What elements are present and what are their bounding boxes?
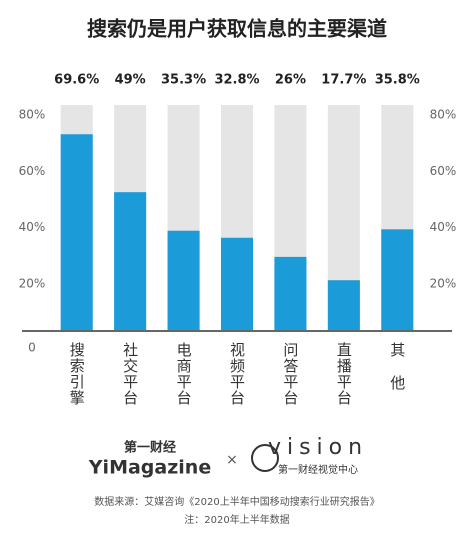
bar — [60, 134, 93, 330]
value-label: 49% — [115, 73, 146, 88]
vision-icon — [251, 444, 279, 472]
x-tick-label: 社交平台 — [121, 342, 139, 406]
bar — [220, 237, 254, 330]
x-tick-label: 视频平台 — [228, 342, 246, 406]
value-label: 26% — [275, 73, 306, 88]
y-tick-label-right: 40% — [430, 220, 457, 234]
logo-cn: 第一财经 — [124, 440, 176, 456]
y-tick-label: 60% — [19, 164, 46, 178]
y-tick-label: 0 — [28, 341, 36, 355]
y-tick-label: 20% — [19, 276, 46, 290]
value-label: 32.8% — [214, 73, 259, 88]
note: 注：2020年上半年数据 — [184, 513, 289, 526]
chart-title: 搜索仍是用户获取信息的主要渠道 — [87, 17, 387, 41]
value-label: 69.6% — [54, 73, 99, 88]
source: 数据来源：艾媒咨询《2020上半年中国移动搜索行业研究报告》 — [94, 495, 379, 508]
logo-en: YiMagazine — [88, 457, 211, 479]
bar — [167, 230, 200, 330]
x-tick-label: 问答平台 — [281, 342, 299, 406]
vision: vision — [268, 435, 368, 460]
y-tick-label: 80% — [19, 108, 46, 122]
value-label: 17.7% — [321, 73, 366, 88]
logo-times: × — [226, 452, 238, 468]
y-tick-label: 40% — [19, 220, 46, 234]
bar — [114, 192, 147, 330]
bar — [327, 280, 360, 330]
vision-cn: 第一财经视觉中心 — [278, 463, 358, 476]
x-tick-label: 直播平台 — [335, 342, 353, 406]
x-tick-label: 其他 — [388, 342, 406, 408]
value-label: 35.3% — [161, 73, 206, 88]
x-tick-label: 电商平台 — [175, 342, 193, 406]
y-tick-label-right: 60% — [430, 164, 457, 178]
bar — [274, 256, 307, 330]
y-tick-label-right: 80% — [430, 108, 457, 122]
x-tick-label: 搜索引擎 — [68, 342, 86, 406]
y-tick-label-right: 20% — [430, 276, 457, 290]
value-label: 35.8% — [375, 73, 420, 88]
bar — [381, 229, 414, 330]
